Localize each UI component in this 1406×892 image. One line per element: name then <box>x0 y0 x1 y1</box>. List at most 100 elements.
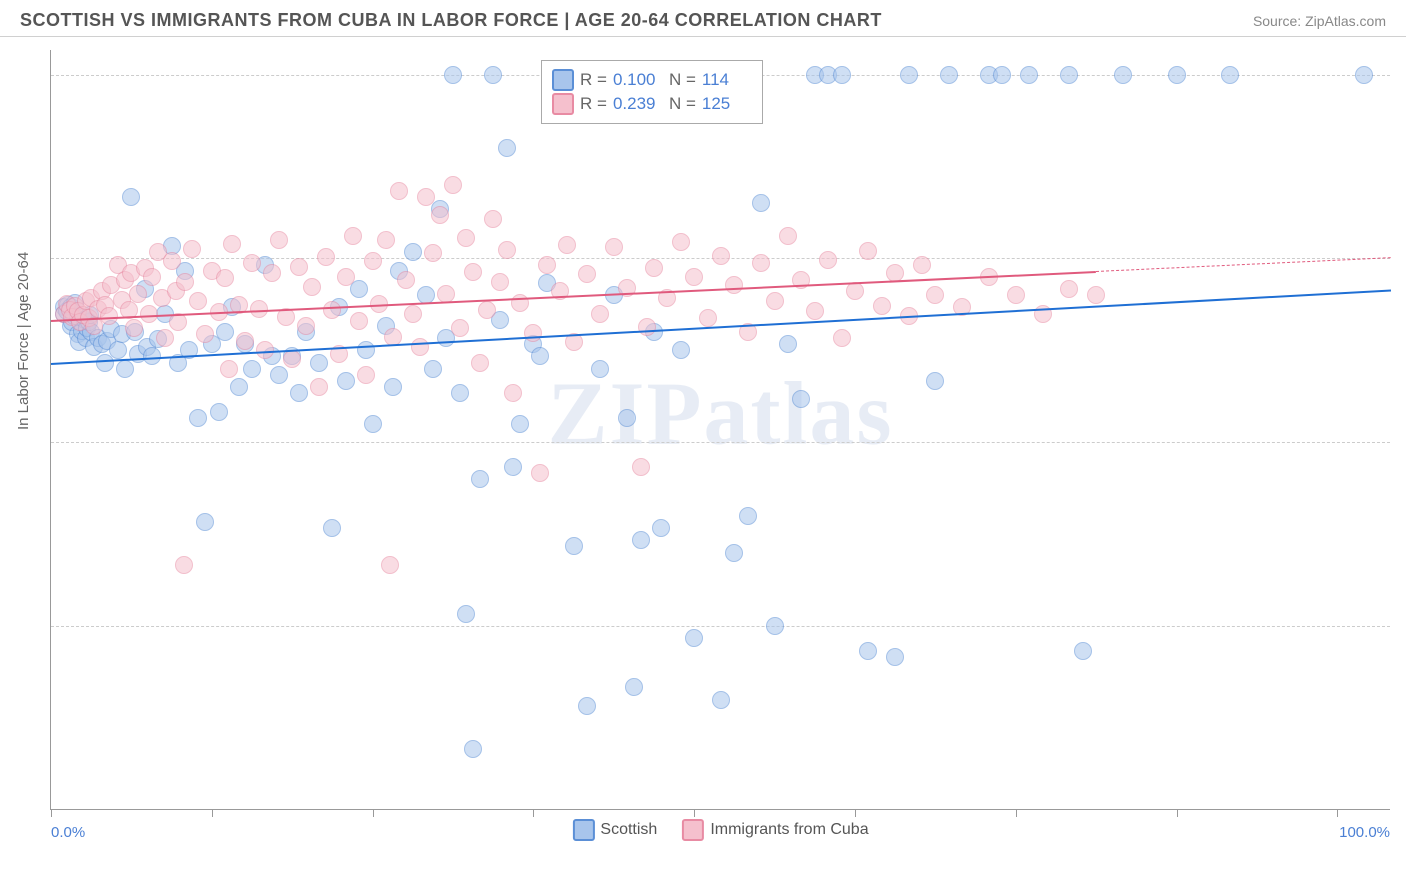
data-point <box>478 301 496 319</box>
data-point <box>591 305 609 323</box>
data-point <box>1087 286 1105 304</box>
data-point <box>444 66 462 84</box>
data-point <box>819 251 837 269</box>
data-point <box>498 241 516 259</box>
data-point <box>397 271 415 289</box>
data-point <box>926 286 944 304</box>
data-point <box>913 256 931 274</box>
chart-header: SCOTTISH VS IMMIGRANTS FROM CUBA IN LABO… <box>0 0 1406 37</box>
data-point <box>632 458 650 476</box>
data-point <box>457 229 475 247</box>
data-point <box>196 325 214 343</box>
gridline <box>51 442 1390 443</box>
data-point <box>243 360 261 378</box>
data-point <box>873 297 891 315</box>
data-point <box>940 66 958 84</box>
data-point <box>531 347 549 365</box>
data-point <box>451 319 469 337</box>
source-attribution: Source: ZipAtlas.com <box>1253 13 1386 29</box>
data-point <box>364 415 382 433</box>
data-point <box>531 464 549 482</box>
x-axis-min-label: 0.0% <box>51 824 85 841</box>
x-tick <box>212 809 213 817</box>
data-point <box>125 319 143 337</box>
data-point <box>993 66 1011 84</box>
legend-stats-row: R = 0.100 N = 114 <box>552 69 752 91</box>
data-point <box>491 273 509 291</box>
data-point <box>250 300 268 318</box>
data-point <box>297 317 315 335</box>
data-point <box>779 227 797 245</box>
data-point <box>290 384 308 402</box>
data-point <box>404 305 422 323</box>
data-point <box>511 294 529 312</box>
data-point <box>1007 286 1025 304</box>
data-point <box>183 240 201 258</box>
data-point <box>484 210 502 228</box>
data-point <box>859 242 877 260</box>
data-point <box>337 268 355 286</box>
data-point <box>417 188 435 206</box>
data-point <box>1114 66 1132 84</box>
data-point <box>1060 66 1078 84</box>
source-link[interactable]: ZipAtlas.com <box>1305 13 1386 29</box>
data-point <box>323 301 341 319</box>
data-point <box>344 227 362 245</box>
data-point <box>504 384 522 402</box>
data-point <box>632 531 650 549</box>
data-point <box>672 341 690 359</box>
data-point <box>381 556 399 574</box>
data-point <box>1074 642 1092 660</box>
data-point <box>216 269 234 287</box>
data-point <box>163 252 181 270</box>
data-point <box>779 335 797 353</box>
data-point <box>591 360 609 378</box>
data-point <box>129 285 147 303</box>
data-point <box>752 254 770 272</box>
data-point <box>725 544 743 562</box>
swatch-cuba <box>682 819 704 841</box>
data-point <box>859 642 877 660</box>
data-point <box>605 238 623 256</box>
data-point <box>263 264 281 282</box>
x-tick <box>1016 809 1017 817</box>
data-point <box>175 556 193 574</box>
data-point <box>484 66 502 84</box>
y-tick-label: 70.0% <box>1400 433 1406 450</box>
legend-item-cuba: Immigrants from Cuba <box>682 819 868 841</box>
data-point <box>243 254 261 272</box>
data-point <box>618 409 636 427</box>
data-point <box>189 409 207 427</box>
data-point <box>699 309 717 327</box>
data-point <box>457 605 475 623</box>
data-point <box>411 338 429 356</box>
data-point <box>350 280 368 298</box>
data-point <box>189 292 207 310</box>
legend-bottom: Scottish Immigrants from Cuba <box>572 819 868 841</box>
legend-swatch <box>552 69 574 91</box>
data-point <box>1355 66 1373 84</box>
data-point <box>1168 66 1186 84</box>
data-point <box>1020 66 1038 84</box>
data-point <box>156 329 174 347</box>
data-point <box>451 384 469 402</box>
data-point <box>685 268 703 286</box>
data-point <box>290 258 308 276</box>
data-point <box>210 403 228 421</box>
legend-stats-box: R = 0.100 N = 114 R = 0.239 N = 125 <box>541 60 763 124</box>
data-point <box>404 243 422 261</box>
data-point <box>1060 280 1078 298</box>
data-point <box>357 341 375 359</box>
data-point <box>357 366 375 384</box>
data-point <box>236 332 254 350</box>
data-point <box>538 256 556 274</box>
y-tick-label: 85.0% <box>1400 249 1406 266</box>
data-point <box>833 66 851 84</box>
data-point <box>558 236 576 254</box>
swatch-scottish <box>572 819 594 841</box>
data-point <box>806 302 824 320</box>
data-point <box>725 276 743 294</box>
data-point <box>739 507 757 525</box>
data-point <box>116 360 134 378</box>
data-point <box>109 341 127 359</box>
